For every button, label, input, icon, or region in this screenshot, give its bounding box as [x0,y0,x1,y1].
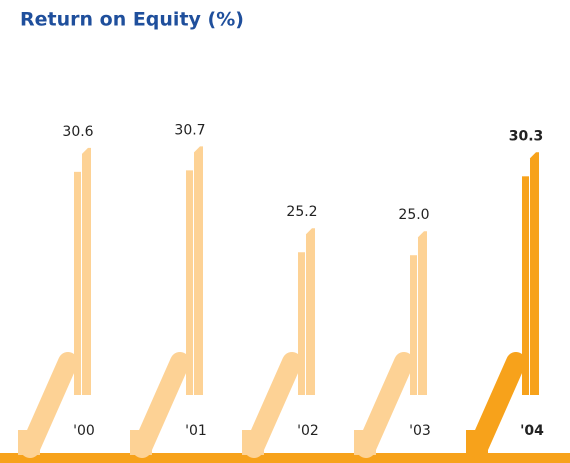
bar [418,231,427,395]
bar-leg-foot [130,430,152,455]
bar [530,152,539,395]
bar-back [410,255,417,395]
baseline-bar [0,453,570,463]
bar [194,146,203,395]
bar-leg-foot [18,430,40,455]
x-tick-label: '03 [409,423,431,439]
x-tick-label: '00 [73,423,95,439]
value-label: 25.0 [398,207,429,223]
bar-leg-foot [354,430,376,455]
value-label: 30.7 [174,122,205,138]
x-tick-label: '04 [520,423,544,439]
value-label: 25.2 [286,204,317,220]
bar-leg-foot [242,430,264,455]
bar-leg-foot [466,430,488,455]
value-label: 30.6 [62,124,93,140]
bar [82,147,91,395]
x-tick-label: '02 [297,423,319,439]
bar-back [298,252,305,395]
value-label: 30.3 [509,128,544,144]
bar-back [522,176,529,395]
bar [306,228,315,395]
bar-back [186,170,193,395]
bar-back [74,171,81,395]
chart-title: Return on Equity (%) [20,9,244,31]
x-tick-label: '01 [185,423,207,439]
